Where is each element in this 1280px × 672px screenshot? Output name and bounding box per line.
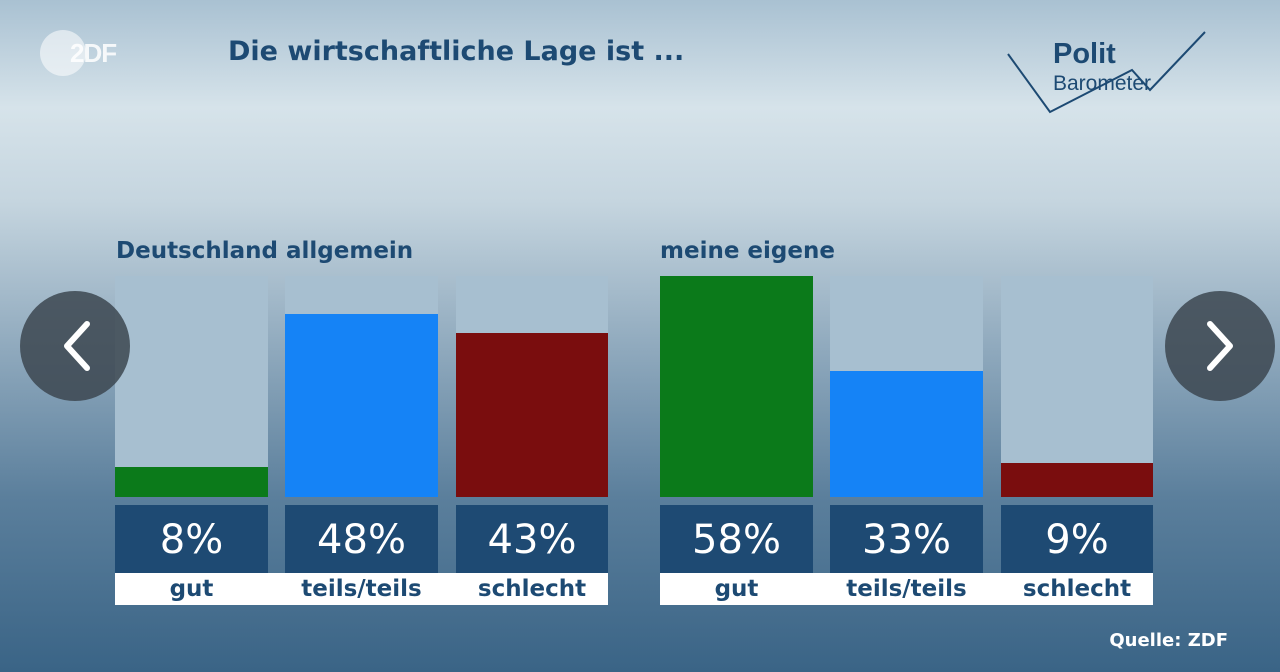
- category-label: schlecht: [477, 576, 587, 602]
- bar-eigene-gut: [660, 276, 813, 497]
- bar-eigene-teils: [830, 371, 983, 497]
- previous-slide-button[interactable]: [20, 291, 130, 401]
- next-slide-button[interactable]: [1165, 291, 1275, 401]
- bar-track: [660, 276, 813, 497]
- zdf-logo-text: 2DF: [70, 38, 117, 68]
- category-strip: [660, 573, 1153, 605]
- zdf-logo: 2DF: [40, 30, 124, 76]
- group-title-meine-eigene: meine eigene: [660, 238, 835, 264]
- value-label: 48%: [285, 505, 438, 573]
- category-label: teils/teils: [846, 576, 967, 602]
- category-label: gut: [169, 576, 214, 602]
- category-strip: [115, 573, 608, 605]
- bar-track: [830, 276, 983, 497]
- value-label: 58%: [660, 505, 813, 573]
- bar-deutschland-schlecht: [456, 333, 608, 497]
- chevron-left-icon: [64, 321, 90, 371]
- group-title-deutschland: Deutschland allgemein: [116, 238, 414, 264]
- value-label: 8%: [115, 505, 268, 573]
- chart-title: Die wirtschaftliche Lage ist ...: [228, 36, 685, 67]
- zdf-logo-ring: [40, 30, 86, 76]
- politbarometer-line1: Polit: [1053, 38, 1116, 70]
- category-label: gut: [714, 576, 759, 602]
- value-label: 9%: [1001, 505, 1153, 573]
- value-label: 43%: [456, 505, 608, 573]
- politbarometer-zigzag: [1007, 31, 1206, 114]
- bar-deutschland-gut: [115, 466, 268, 497]
- value-label: 33%: [830, 505, 983, 573]
- bar-track: [456, 276, 608, 497]
- category-label: teils/teils: [301, 576, 422, 602]
- bar-deutschland-teils: [285, 314, 438, 497]
- chevron-right-icon: [1207, 321, 1233, 371]
- politbarometer-line2: Barometer: [1053, 72, 1152, 95]
- bar-eigene-schlecht: [1001, 462, 1153, 497]
- category-label: schlecht: [1022, 576, 1132, 602]
- bar-track: [285, 276, 438, 497]
- source-label: Quelle: ZDF: [1109, 630, 1228, 651]
- politbarometer-logo: Polit Barometer: [1000, 28, 1220, 118]
- bar-track: [115, 276, 268, 497]
- bar-track: [1001, 276, 1153, 497]
